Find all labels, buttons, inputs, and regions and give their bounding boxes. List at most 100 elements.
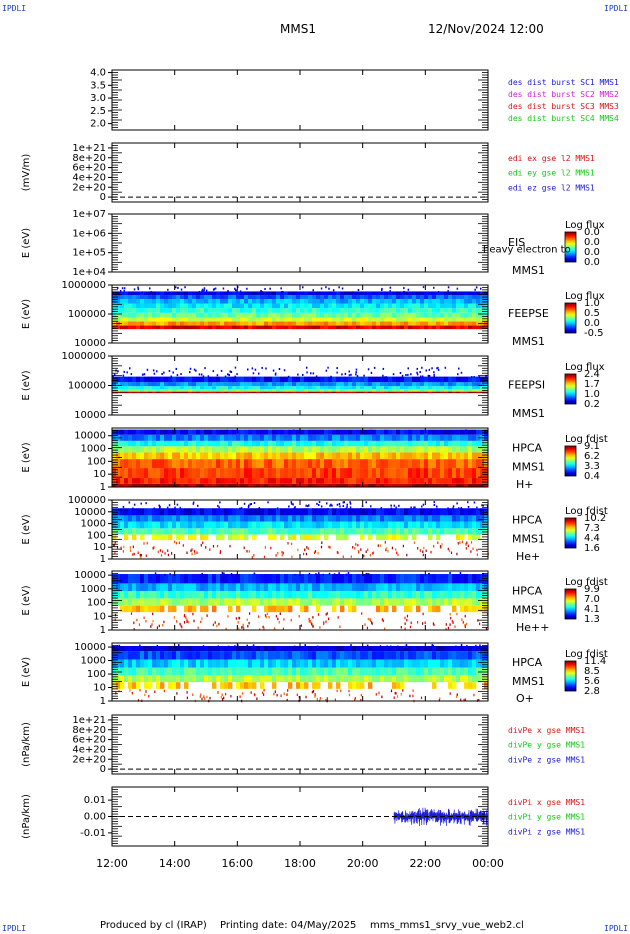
spectrogram-cell [312, 298, 317, 304]
spectrogram-cell [472, 645, 477, 652]
spectrogram-cell [252, 605, 257, 613]
spectrogram-cell [148, 452, 153, 460]
spectrogram-cell [376, 675, 381, 683]
spectrogram-cell [228, 446, 233, 453]
spectrogram-cell [472, 468, 477, 479]
spectrogram-cell [440, 574, 445, 584]
spectrogram-cell [316, 446, 321, 453]
spectrogram-speckle [431, 367, 433, 370]
spectrogram-cell [292, 308, 297, 313]
spectrogram-cell [220, 651, 225, 660]
spectrogram-cell [180, 598, 185, 606]
spectrogram-cell [176, 459, 181, 469]
spectrogram-speckle [212, 370, 215, 373]
spectrogram-cell [112, 483, 117, 487]
spectrogram-cell [164, 434, 169, 441]
spectrogram-cell [328, 682, 333, 689]
spectrogram-cell [148, 429, 153, 435]
spectrogram-cell [468, 434, 473, 441]
spectrogram-speckle [456, 502, 458, 505]
spectrogram-cell [248, 389, 253, 392]
spectrogram-cell [328, 645, 333, 652]
spectrogram-cell [448, 291, 453, 296]
spectrogram-cell [316, 459, 321, 469]
spectrogram-cell [376, 440, 381, 447]
spectrogram-cell [456, 521, 461, 529]
spectrogram-speckle [315, 375, 318, 378]
spectrogram-cell [448, 659, 453, 668]
spectrogram-cell [128, 483, 133, 487]
spectrogram-cell [300, 675, 305, 683]
spectrogram-speckle [472, 547, 474, 550]
spectrogram-cell [388, 534, 393, 541]
spectrogram-cell [128, 468, 133, 479]
spectrogram-cell [388, 303, 393, 309]
spectrogram-speckle [382, 619, 384, 623]
spectrogram-cell [368, 382, 373, 387]
spectrogram-speckle [354, 697, 356, 700]
instrument-label: HPCA [512, 514, 543, 527]
spectrogram-cell [484, 446, 489, 453]
spectrogram-cell [132, 574, 137, 584]
spectrogram-speckle [459, 572, 462, 574]
spectrogram-cell [252, 291, 257, 296]
spectrogram-cell [232, 645, 237, 652]
spectrogram-cell [156, 675, 161, 683]
spectrogram-cell [224, 667, 229, 676]
spectrogram-cell [208, 295, 213, 299]
spectrogram-cell [244, 645, 249, 652]
spectrogram-speckle [325, 286, 327, 289]
spectrogram-speckle [343, 501, 345, 504]
spectrogram-cell [168, 682, 173, 689]
spectrogram-cell [248, 528, 253, 535]
spectrogram-cell [460, 391, 465, 394]
spectrogram-cell [212, 429, 217, 435]
spectrogram-cell [364, 659, 369, 668]
spectrogram-cell [176, 391, 181, 394]
spectrogram-cell [332, 303, 337, 309]
spectrogram-cell [116, 452, 121, 460]
spectrogram-cell [384, 659, 389, 668]
spectrogram-cell [464, 574, 469, 584]
spectrogram-cell [312, 574, 317, 584]
spectrogram-cell [468, 605, 473, 613]
spectrogram-cell [464, 468, 469, 479]
spectrogram-cell [296, 590, 301, 599]
spectrogram-cell [228, 298, 233, 304]
spectrogram-cell [440, 446, 445, 453]
spectrogram-cell [400, 452, 405, 460]
spectrogram-cell [256, 440, 261, 447]
spectrogram-cell [308, 446, 313, 453]
spectrogram-cell [472, 308, 477, 313]
spectrogram-cell [428, 645, 433, 652]
spectrogram-cell [204, 515, 209, 522]
spectrogram-cell [324, 325, 329, 330]
spectrogram-cell [208, 667, 213, 676]
spectrogram-speckle [196, 551, 198, 554]
spectrogram-cell [388, 515, 393, 522]
spectrogram-cell [196, 508, 201, 516]
spectrogram-speckle [420, 696, 423, 700]
spectrogram-cell [216, 295, 221, 299]
spectrogram-cell [200, 317, 205, 322]
spectrogram-cell [152, 446, 157, 453]
spectrogram-cell [128, 440, 133, 447]
spectrogram-cell [344, 534, 349, 541]
y-tick-label: 3.5 [90, 80, 106, 91]
spectrogram-cell [208, 645, 213, 652]
spectrogram-cell [244, 317, 249, 322]
spectrogram-speckle [246, 287, 248, 290]
spectrogram-cell [176, 675, 181, 683]
spectrogram-speckle [320, 287, 323, 290]
spectrogram-cell [388, 651, 393, 660]
spectrogram-cell [420, 645, 425, 652]
spectrogram-cell [392, 440, 397, 447]
spectrogram-cell [248, 291, 253, 296]
spectrogram-cell [380, 645, 385, 652]
spectrogram-cell [324, 303, 329, 309]
spectrogram-cell [144, 295, 149, 299]
spectrogram-cell [372, 440, 377, 447]
spectrogram-cell [212, 675, 217, 683]
spectrogram-cell [304, 521, 309, 529]
spectrogram-cell [392, 515, 397, 522]
